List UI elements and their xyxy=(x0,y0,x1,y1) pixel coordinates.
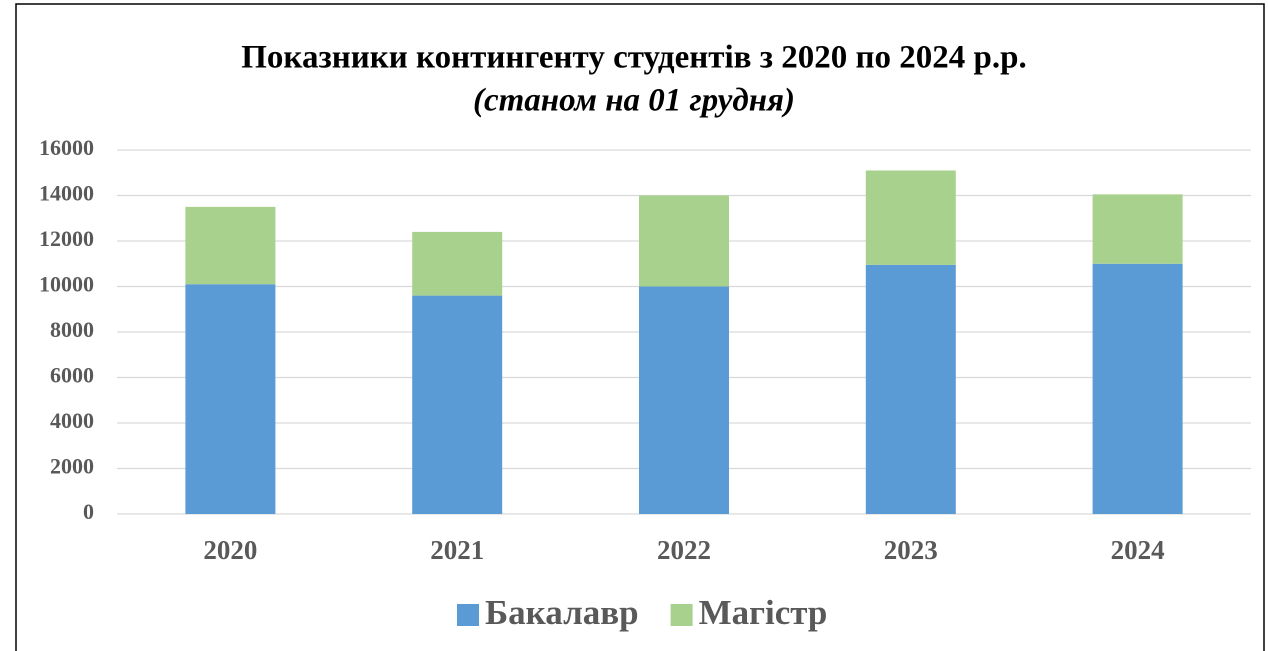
bar-segment xyxy=(639,195,729,287)
bar-segment xyxy=(865,264,956,514)
y-tick-label: 2000 xyxy=(50,454,94,479)
legend-label: Бакалавр xyxy=(485,593,639,632)
legend-swatch xyxy=(457,604,479,626)
bar-segment xyxy=(185,284,276,514)
y-tick-label: 4000 xyxy=(50,408,94,433)
x-tick-label: 2021 xyxy=(430,535,484,565)
x-tick-label: 2020 xyxy=(203,535,257,565)
y-tick-label: 16000 xyxy=(39,135,94,160)
y-tick-label: 10000 xyxy=(39,272,94,297)
y-tick-label: 8000 xyxy=(50,317,94,342)
bar-segment xyxy=(412,231,503,296)
y-tick-label: 6000 xyxy=(50,363,94,388)
bar-segment xyxy=(1092,263,1183,514)
chart-title: Показники контингенту студентів з 2020 п… xyxy=(241,40,1026,76)
y-tick-label: 12000 xyxy=(39,226,94,251)
bar-segment xyxy=(185,206,276,285)
x-tick-label: 2023 xyxy=(884,535,938,565)
legend-swatch xyxy=(670,604,693,626)
bar-segment xyxy=(639,286,729,514)
y-tick-label: 0 xyxy=(83,499,94,524)
legend-label: Магістр xyxy=(699,593,828,632)
y-tick-label: 14000 xyxy=(39,181,94,206)
bar-segment xyxy=(1092,194,1183,264)
x-tick-label: 2024 xyxy=(1111,535,1165,565)
x-tick-label: 2022 xyxy=(657,535,711,565)
chart-subtitle: (станом на 01 грудня) xyxy=(473,83,795,119)
bar-segment xyxy=(865,170,956,265)
bar-segment xyxy=(412,295,503,514)
